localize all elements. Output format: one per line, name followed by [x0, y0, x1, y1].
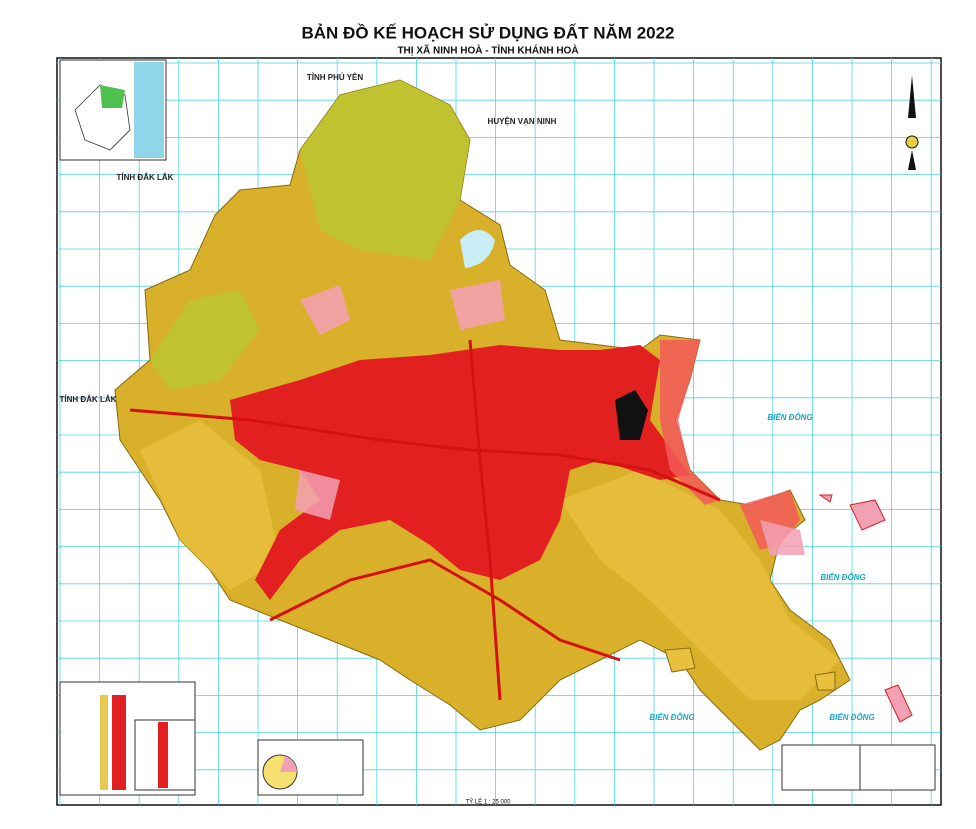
sea-label: BIỂN ĐÔNG	[649, 713, 694, 722]
sea-label: BIỂN ĐÔNG	[829, 713, 874, 722]
planned-area	[295, 280, 805, 555]
neighbor-label: TỈNH ĐẮK LẮK	[117, 173, 174, 182]
title-block	[781, 744, 936, 791]
inset-highlight	[100, 85, 125, 108]
lake	[615, 390, 648, 440]
legend-swatches	[100, 695, 108, 790]
neighbor-label: HUYỆN VẠN NINH	[488, 117, 557, 126]
map-title: BẢN ĐỒ KẾ HOẠCH SỬ DỤNG ĐẤT NĂM 2022	[301, 23, 674, 42]
upland-area	[140, 420, 840, 700]
map-subtitle: THỊ XÃ NINH HOÀ - TỈNH KHÁNH HOÀ	[397, 44, 578, 57]
legend-swatches	[112, 695, 126, 790]
legend-swatches	[158, 722, 168, 788]
urban-area	[660, 340, 800, 550]
island	[664, 647, 836, 691]
urban-area	[230, 345, 690, 600]
scale-label: TỶ LỆ 1 : 25 000	[465, 798, 511, 806]
north-arrow	[905, 135, 919, 149]
water-body	[460, 230, 495, 268]
upland-area	[150, 80, 470, 390]
inset-sea	[134, 62, 164, 158]
pie-graphic	[280, 756, 297, 772]
sea-label: BIỂN ĐÔNG	[767, 413, 812, 422]
neighbor-label: TỈNH ĐẮK LẮK	[60, 395, 117, 404]
route-line	[129, 339, 721, 701]
sea-label: BIỂN ĐÔNG	[820, 573, 865, 582]
north-arrow	[908, 75, 916, 118]
island	[818, 494, 913, 723]
north-arrow	[908, 150, 916, 170]
neighbor-label: TỈNH PHÚ YÊN	[307, 73, 364, 82]
